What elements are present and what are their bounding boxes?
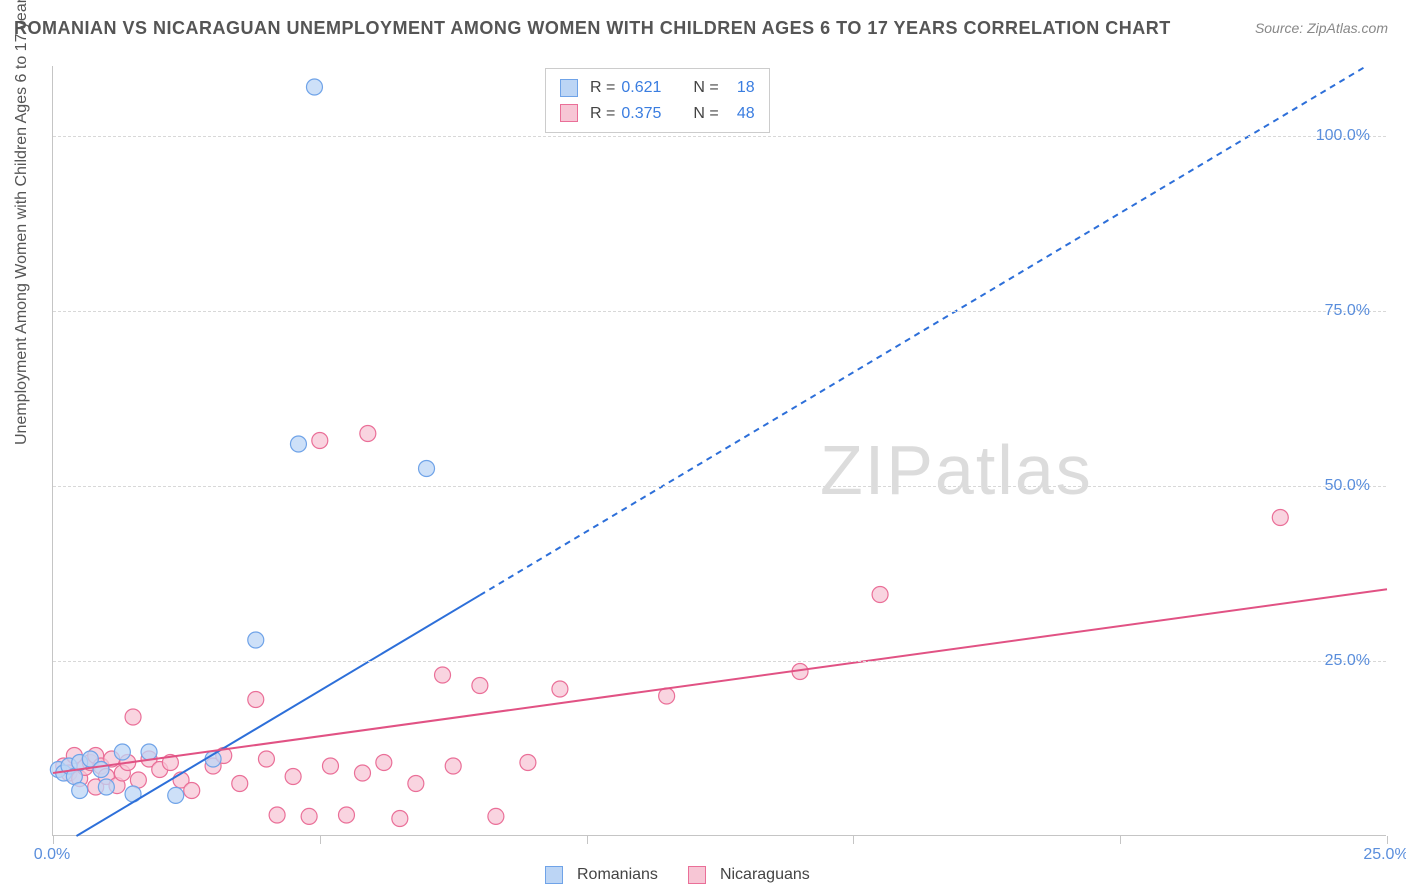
scatter-point [552,681,568,697]
scatter-point [472,678,488,694]
scatter-plot-svg [53,66,1386,835]
x-tick [853,836,854,844]
trendline-dashed [480,66,1367,595]
watermark-bold: ZIP [820,431,935,509]
n-value: 48 [725,101,755,127]
x-tick-label: 25.0% [1363,846,1406,864]
r-label: R = [590,75,615,101]
scatter-point [1272,510,1288,526]
n-label: N = [693,75,718,101]
scatter-point [520,755,536,771]
scatter-point [435,667,451,683]
scatter-point [338,807,354,823]
scatter-point [232,776,248,792]
scatter-point [354,765,370,781]
scatter-point [248,632,264,648]
scatter-point [445,758,461,774]
legend-swatch [545,866,563,884]
x-tick [1387,836,1388,844]
legend-swatch [688,866,706,884]
legend-series-item: Nicaraguans [688,866,810,884]
x-tick [53,836,54,844]
x-tick [587,836,588,844]
scatter-point [248,692,264,708]
correlation-legend: R = 0.621 N = 18 R = 0.375 N = 48 [545,68,770,133]
scatter-point [872,587,888,603]
scatter-point [322,758,338,774]
x-tick [320,836,321,844]
watermark: ZIPatlas [820,430,1093,510]
scatter-point [98,779,114,795]
scatter-point [408,776,424,792]
gridline [53,486,1386,487]
gridline [53,311,1386,312]
y-tick-label: 75.0% [1325,302,1370,320]
scatter-point [392,811,408,827]
trendline [53,589,1387,773]
n-label: N = [693,101,718,127]
scatter-point [72,783,88,799]
scatter-point [258,751,274,767]
scatter-point [285,769,301,785]
x-tick [1120,836,1121,844]
x-tick-label: 0.0% [34,846,70,864]
n-value: 18 [725,75,755,101]
legend-swatch [560,104,578,122]
scatter-point [93,762,109,778]
legend-series-item: Romanians [545,866,658,884]
scatter-point [184,783,200,799]
legend-swatch [560,79,578,97]
source-attribution: Source: ZipAtlas.com [1255,20,1388,36]
y-tick-label: 25.0% [1325,652,1370,670]
scatter-point [659,688,675,704]
scatter-point [312,433,328,449]
r-value: 0.621 [621,75,677,101]
legend-correlation-row: R = 0.621 N = 18 [560,75,755,101]
gridline [53,136,1386,137]
chart-title: ROMANIAN VS NICARAGUAN UNEMPLOYMENT AMON… [14,18,1171,39]
watermark-thin: atlas [935,431,1093,509]
scatter-point [360,426,376,442]
y-tick-label: 100.0% [1316,127,1370,145]
scatter-point [125,709,141,725]
legend-correlation-row: R = 0.375 N = 48 [560,101,755,127]
r-label: R = [590,101,615,127]
scatter-point [269,807,285,823]
scatter-point [301,808,317,824]
scatter-point [141,744,157,760]
series-legend: Romanians Nicaraguans [545,866,810,884]
scatter-point [419,461,435,477]
legend-series-label: Romanians [577,866,658,884]
y-axis-label: Unemployment Among Women with Children A… [13,0,31,445]
scatter-point [376,755,392,771]
scatter-point [114,744,130,760]
y-tick-label: 50.0% [1325,477,1370,495]
scatter-point [168,787,184,803]
scatter-point [488,808,504,824]
gridline [53,661,1386,662]
r-value: 0.375 [621,101,677,127]
scatter-point [306,79,322,95]
scatter-point [290,436,306,452]
plot-area: 25.0% 50.0% 75.0% 100.0% [52,66,1386,836]
legend-series-label: Nicaraguans [720,866,810,884]
